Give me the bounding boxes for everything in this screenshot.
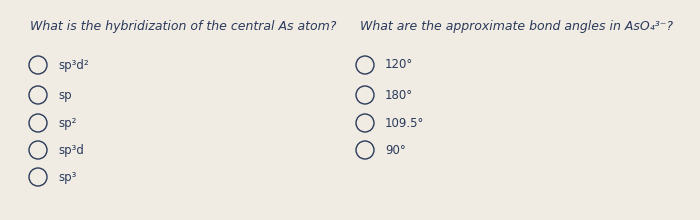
Text: sp³d: sp³d xyxy=(58,143,84,156)
Text: 180°: 180° xyxy=(385,88,413,101)
Text: sp²: sp² xyxy=(58,117,76,130)
Text: sp³: sp³ xyxy=(58,170,76,183)
Text: 90°: 90° xyxy=(385,143,406,156)
Text: sp³d²: sp³d² xyxy=(58,59,89,72)
Text: sp: sp xyxy=(58,88,71,101)
Text: 109.5°: 109.5° xyxy=(385,117,424,130)
Text: What are the approximate bond angles in AsO₄³⁻?: What are the approximate bond angles in … xyxy=(360,20,673,33)
Text: What is the hybridization of the central As atom?: What is the hybridization of the central… xyxy=(30,20,337,33)
Text: 120°: 120° xyxy=(385,59,413,72)
